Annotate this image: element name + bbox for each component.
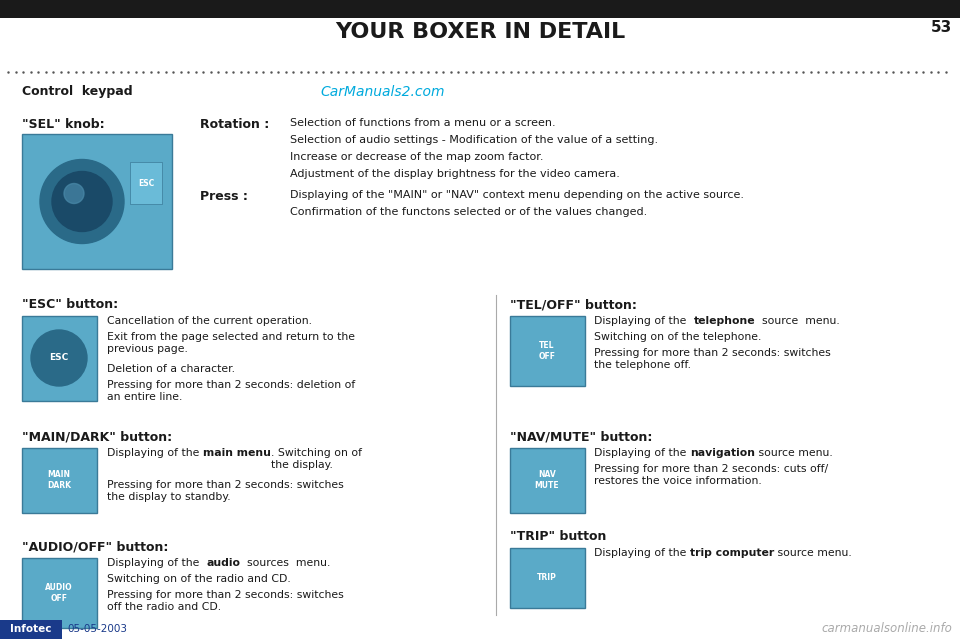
Text: Pressing for more than 2 seconds: deletion of
an entire line.: Pressing for more than 2 seconds: deleti… [107, 380, 355, 401]
Text: ESC: ESC [49, 353, 68, 362]
FancyBboxPatch shape [22, 316, 97, 401]
FancyBboxPatch shape [0, 0, 960, 18]
FancyBboxPatch shape [22, 134, 172, 269]
Text: 53: 53 [931, 20, 952, 35]
Text: source  menu.: source menu. [755, 316, 840, 326]
Text: Cancellation of the current operation.: Cancellation of the current operation. [107, 316, 312, 326]
Text: Displaying of the: Displaying of the [594, 448, 690, 458]
FancyBboxPatch shape [510, 548, 585, 608]
FancyBboxPatch shape [0, 620, 62, 639]
Text: Adjustment of the display brightness for the video camera.: Adjustment of the display brightness for… [290, 169, 620, 179]
Text: source menu.: source menu. [774, 548, 852, 558]
Text: navigation: navigation [690, 448, 755, 458]
Text: main menu: main menu [203, 448, 271, 458]
FancyBboxPatch shape [510, 448, 585, 513]
Text: "ESC" button:: "ESC" button: [22, 298, 118, 311]
Text: Displaying of the: Displaying of the [107, 558, 206, 568]
Text: CarManuals2.com: CarManuals2.com [320, 85, 444, 99]
Text: Pressing for more than 2 seconds: switches
the display to standby.: Pressing for more than 2 seconds: switch… [107, 480, 344, 502]
Text: carmanualsonline.info: carmanualsonline.info [821, 622, 952, 636]
Text: Switching on of the telephone.: Switching on of the telephone. [594, 332, 761, 342]
Text: "MAIN/DARK" button:: "MAIN/DARK" button: [22, 430, 172, 443]
Circle shape [64, 183, 84, 203]
Text: telephone: telephone [693, 316, 755, 326]
Text: Switching on of the radio and CD.: Switching on of the radio and CD. [107, 574, 291, 584]
Text: trip computer: trip computer [690, 548, 774, 558]
Text: Exit from the page selected and return to the
previous page.: Exit from the page selected and return t… [107, 332, 355, 353]
Text: "SEL" knob:: "SEL" knob: [22, 118, 105, 131]
Text: AUDIO
OFF: AUDIO OFF [45, 583, 73, 603]
Text: Displaying of the "MAIN" or "NAV" context menu depending on the active source.: Displaying of the "MAIN" or "NAV" contex… [290, 190, 744, 200]
Text: Pressing for more than 2 seconds: cuts off/
restores the voice information.: Pressing for more than 2 seconds: cuts o… [594, 464, 828, 486]
Text: TRIP: TRIP [537, 573, 557, 583]
Text: "NAV/MUTE" button:: "NAV/MUTE" button: [510, 430, 653, 443]
Text: Deletion of a character.: Deletion of a character. [107, 364, 235, 374]
Text: Displaying of the: Displaying of the [107, 448, 203, 458]
Text: MAIN
DARK: MAIN DARK [47, 470, 71, 489]
Text: "TRIP" button: "TRIP" button [510, 530, 607, 543]
Circle shape [52, 171, 112, 231]
Text: Selection of functions from a menu or a screen.: Selection of functions from a menu or a … [290, 118, 556, 128]
Text: Infotec: Infotec [11, 624, 52, 634]
Text: Press :: Press : [200, 190, 248, 203]
Text: source menu.: source menu. [755, 448, 832, 458]
Text: 05-05-2003: 05-05-2003 [67, 624, 127, 634]
Text: Displaying of the: Displaying of the [594, 316, 693, 326]
FancyBboxPatch shape [22, 558, 97, 628]
Text: NAV
MUTE: NAV MUTE [535, 470, 560, 489]
Text: Increase or decrease of the map zoom factor.: Increase or decrease of the map zoom fac… [290, 152, 543, 162]
FancyBboxPatch shape [22, 448, 97, 513]
Text: sources  menu.: sources menu. [240, 558, 331, 568]
Text: YOUR BOXER IN DETAIL: YOUR BOXER IN DETAIL [335, 22, 625, 42]
FancyBboxPatch shape [130, 162, 162, 204]
Circle shape [40, 160, 124, 243]
Text: "TEL/OFF" button:: "TEL/OFF" button: [510, 298, 636, 311]
Text: Confirmation of the functons selected or of the values changed.: Confirmation of the functons selected or… [290, 207, 647, 217]
Text: Displaying of the: Displaying of the [594, 548, 690, 558]
Text: . Switching on of
the display.: . Switching on of the display. [271, 448, 362, 470]
Text: "AUDIO/OFF" button:: "AUDIO/OFF" button: [22, 540, 168, 553]
FancyBboxPatch shape [510, 316, 585, 386]
Text: audio: audio [206, 558, 240, 568]
Text: Control  keypad: Control keypad [22, 85, 132, 98]
Text: Pressing for more than 2 seconds: switches
the telephone off.: Pressing for more than 2 seconds: switch… [594, 348, 830, 369]
Text: Selection of audio settings - Modification of the value of a setting.: Selection of audio settings - Modificati… [290, 135, 659, 145]
Text: Rotation :: Rotation : [200, 118, 269, 131]
Text: Pressing for more than 2 seconds: switches
off the radio and CD.: Pressing for more than 2 seconds: switch… [107, 590, 344, 612]
Text: TEL
OFF: TEL OFF [539, 341, 556, 360]
Text: ESC: ESC [138, 178, 155, 187]
Circle shape [31, 330, 87, 386]
